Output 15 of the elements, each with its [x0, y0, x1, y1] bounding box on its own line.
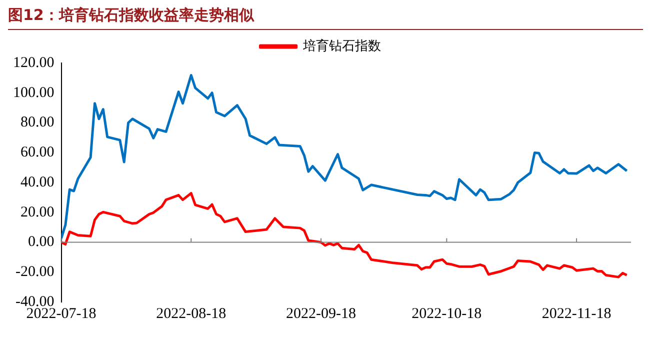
chart-title: 图12：培育钻石指数收益率走势相似: [8, 6, 643, 30]
x-tick-label: 2022-08-18: [156, 306, 226, 322]
y-tick-label: -20.00: [16, 264, 54, 280]
y-tick-label: 80.00: [20, 114, 54, 131]
y-tick-label: 0.00: [28, 234, 54, 250]
y-tick-label: 20.00: [20, 204, 54, 220]
x-tick-label: 2022-07-18: [26, 306, 96, 322]
legend-label: 培育钻石指数: [302, 38, 381, 54]
y-tick-label: 60.00: [20, 144, 54, 161]
x-tick-label: 2022-11-18: [542, 306, 612, 322]
y-tick-label: 120.00: [13, 54, 54, 71]
y-tick-label: 100.00: [13, 84, 54, 101]
x-tick-label: 2022-09-18: [286, 306, 356, 322]
y-tick-label: 40.00: [20, 174, 54, 190]
x-tick-label: 2022-10-18: [412, 306, 482, 322]
